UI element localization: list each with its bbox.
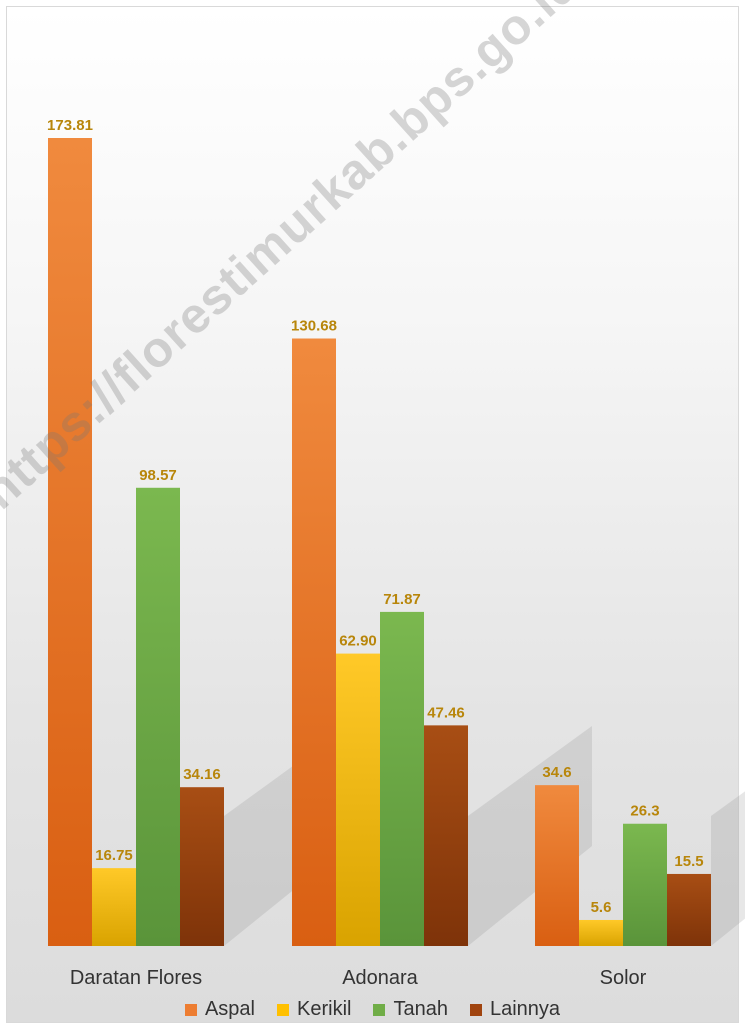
legend: Aspal Kerikil Tanah Lainnya (0, 998, 745, 1021)
bar-tanah-solor (623, 823, 667, 946)
bar-tanah-adonara (380, 611, 424, 946)
legend-label-lainnya: Lainnya (489, 998, 561, 1020)
legend-swatch-aspal (184, 1003, 197, 1016)
data-label: 130.68 (291, 318, 337, 335)
legend-item-kerikil: Kerikil (277, 998, 351, 1021)
bar-tanah-daratan-flores (136, 487, 180, 946)
bar-aspal-daratan-flores (48, 138, 92, 946)
bar-aspal-solor (535, 785, 579, 946)
data-label: 34.6 (542, 764, 571, 781)
bar-shadow (711, 791, 745, 946)
legend-swatch-kerikil (277, 1003, 289, 1016)
category-label: Adonara (342, 967, 418, 989)
bar-shadow (468, 726, 592, 946)
data-label: 5.6 (591, 899, 612, 916)
legend-item-lainnya: Lainnya (469, 998, 561, 1021)
legend-label-kerikil: Kerikil (297, 998, 352, 1020)
legend-swatch-lainnya (469, 1003, 482, 1016)
legend-item-tanah: Tanah (373, 998, 448, 1021)
data-label: 47.46 (427, 704, 465, 721)
bar-lainnya-adonara (424, 725, 468, 946)
legend-item-aspal: Aspal (184, 998, 255, 1021)
data-label: 15.5 (674, 853, 703, 870)
data-label: 34.16 (183, 766, 221, 783)
bar-kerikil-adonara (336, 653, 380, 946)
data-label: 71.87 (383, 591, 421, 608)
bar-aspal-adonara (292, 338, 336, 947)
category-label: Solor (600, 967, 647, 989)
legend-label-aspal: Aspal (204, 998, 255, 1020)
bar-lainnya-daratan-flores (180, 787, 224, 946)
data-label: 16.75 (95, 847, 133, 864)
category-label: Daratan Flores (70, 967, 202, 989)
bar-kerikil-daratan-flores (92, 868, 136, 946)
legend-swatch-tanah (373, 1003, 386, 1016)
bar-lainnya-solor (667, 873, 711, 946)
bar-kerikil-solor (579, 919, 623, 946)
data-label: 26.3 (630, 803, 659, 820)
data-label: 173.81 (47, 117, 93, 134)
data-label: 62.90 (339, 633, 377, 650)
legend-label-tanah: Tanah (393, 998, 448, 1020)
data-label: 98.57 (139, 467, 177, 484)
